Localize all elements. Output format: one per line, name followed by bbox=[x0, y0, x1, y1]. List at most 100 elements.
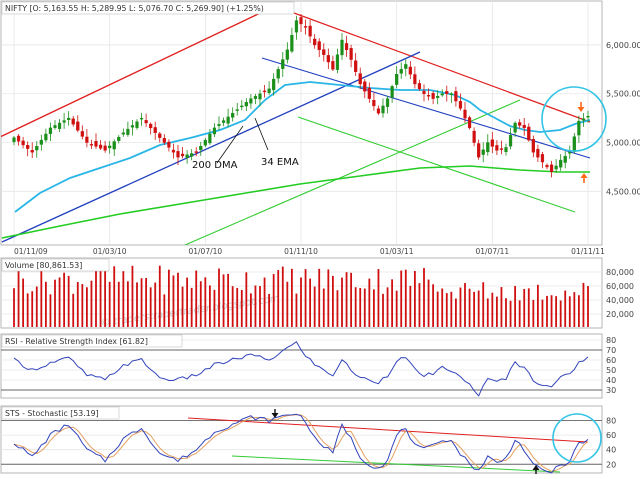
candle-body bbox=[490, 139, 494, 147]
volume-bar bbox=[587, 286, 589, 327]
price-x-tick-label: 01/03/11 bbox=[380, 247, 414, 256]
black-down-arrow-icon bbox=[271, 409, 279, 418]
candle-body bbox=[440, 93, 444, 96]
candle-body bbox=[98, 144, 103, 149]
volume-bar bbox=[564, 290, 567, 327]
sts-red-trendline bbox=[187, 417, 589, 443]
candle-body bbox=[513, 122, 517, 133]
price-highlight-circle bbox=[541, 86, 607, 152]
candle-body bbox=[176, 151, 180, 158]
volume-bar bbox=[500, 287, 503, 327]
candle-body bbox=[331, 61, 335, 70]
volume-bar bbox=[136, 282, 138, 327]
candle-body bbox=[85, 136, 89, 143]
price-title: NIFTY [O: 5,163.55 H: 5,289.95 L: 5,076.… bbox=[5, 4, 264, 13]
dma200-label: 200 DMA bbox=[192, 160, 238, 171]
candle-body bbox=[308, 25, 312, 37]
candle-body bbox=[390, 86, 394, 98]
candle-body bbox=[57, 122, 62, 129]
volume-bar bbox=[546, 295, 548, 327]
axis-labels: 6,000.00 5,500.00 5,000.00 4,500.00 01/11/09… bbox=[14, 41, 640, 469]
volume-bar bbox=[213, 289, 216, 327]
rsi-y-tick-label: 60 bbox=[606, 356, 616, 365]
candle-body bbox=[518, 122, 522, 126]
candle-body bbox=[103, 145, 107, 151]
volume-bar bbox=[336, 290, 339, 327]
volume-bar bbox=[140, 278, 143, 327]
volume-bar bbox=[354, 287, 357, 327]
candle-body bbox=[426, 95, 431, 97]
volume-bar bbox=[300, 277, 302, 327]
candle-body bbox=[531, 139, 535, 153]
candle-body bbox=[449, 93, 453, 95]
blue-support-trendline bbox=[1, 51, 421, 243]
volume-bar bbox=[218, 268, 220, 327]
volume-bar bbox=[286, 281, 289, 327]
volume-bar bbox=[259, 286, 261, 327]
candle-body bbox=[458, 101, 463, 109]
candle-body bbox=[340, 39, 344, 56]
candle-body bbox=[422, 90, 426, 94]
candle-body bbox=[108, 145, 112, 149]
volume-bar bbox=[295, 293, 298, 327]
volume-bar bbox=[268, 293, 271, 327]
volume-bar bbox=[327, 269, 330, 327]
volume-bar bbox=[236, 287, 239, 327]
volume-bar bbox=[477, 290, 480, 327]
candle-body bbox=[121, 132, 125, 135]
volume-bar bbox=[368, 278, 371, 327]
volume-bar bbox=[445, 293, 448, 327]
volume-bar bbox=[495, 296, 498, 327]
red-resistance-trendline bbox=[274, 5, 591, 123]
dma200-pointer bbox=[216, 125, 244, 164]
candle-body bbox=[358, 73, 362, 85]
volume-bar bbox=[222, 274, 225, 327]
volume-bar bbox=[58, 277, 61, 327]
volume-bar bbox=[423, 268, 425, 327]
candle-body bbox=[431, 92, 435, 99]
candle-body bbox=[244, 102, 248, 107]
volume-bar bbox=[514, 286, 517, 327]
candle-body bbox=[404, 64, 408, 69]
price-panel bbox=[0, 0, 603, 246]
blue-lower-trendline bbox=[261, 57, 591, 159]
candle-body bbox=[481, 149, 485, 155]
candle-body bbox=[335, 54, 340, 70]
price-x-tick-label: 01/11/10 bbox=[284, 247, 318, 256]
candle-body bbox=[381, 105, 385, 114]
candle-body bbox=[262, 90, 267, 93]
candle-body bbox=[194, 151, 198, 153]
rsi-y-tick-label: 40 bbox=[606, 376, 616, 385]
candle-body bbox=[299, 17, 303, 25]
volume-bar bbox=[44, 281, 47, 327]
candle-body bbox=[349, 48, 353, 60]
volume-title-box bbox=[1, 258, 110, 272]
volume-bar bbox=[541, 299, 544, 327]
volume-bar bbox=[345, 272, 348, 327]
green-rising-trendline bbox=[184, 99, 521, 245]
candle-body bbox=[313, 38, 317, 46]
candle-body bbox=[317, 41, 321, 50]
candle-body bbox=[167, 141, 171, 148]
candle-body bbox=[231, 113, 235, 118]
price-y-tick-label: 4,500.00 bbox=[606, 187, 640, 196]
sts-green-trendline bbox=[231, 455, 561, 473]
candle-body bbox=[158, 133, 162, 138]
rsi-y-tick-label: 30 bbox=[606, 386, 616, 395]
volume-bar bbox=[568, 296, 571, 327]
price-x-tick-label: 01/03/10 bbox=[93, 247, 127, 256]
candle-body bbox=[367, 87, 371, 99]
candle-body bbox=[212, 127, 217, 135]
candle-body bbox=[399, 69, 403, 74]
candle-body bbox=[581, 118, 586, 121]
volume-y-tick-label: 80,000 bbox=[606, 268, 634, 277]
candle-body bbox=[249, 98, 253, 104]
volume-bar bbox=[418, 283, 421, 327]
volume-bar bbox=[117, 281, 120, 327]
volume-bar bbox=[249, 293, 252, 327]
volume-bar bbox=[409, 285, 412, 327]
rsi-series bbox=[13, 340, 589, 397]
volume-bar bbox=[272, 274, 275, 327]
candle-body bbox=[221, 120, 226, 123]
